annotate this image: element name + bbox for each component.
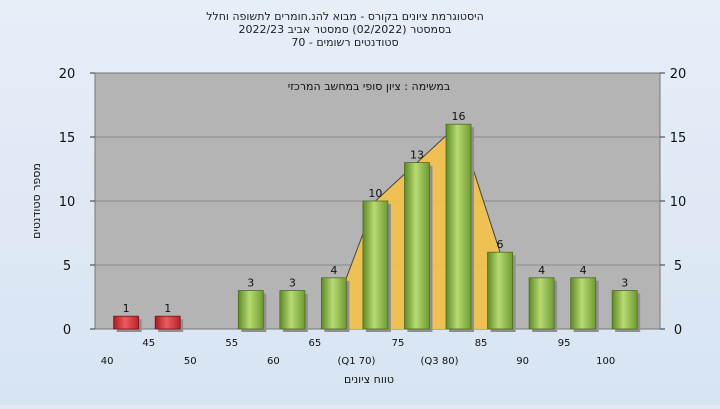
x-tick-label: 75 bbox=[392, 338, 405, 349]
bar bbox=[279, 290, 306, 330]
bar-value-label: 10 bbox=[368, 187, 382, 200]
bar bbox=[487, 251, 513, 330]
y-axis-label: מספר סטודנטים bbox=[30, 163, 43, 239]
x-tick-label: 60 bbox=[267, 356, 280, 367]
bar-value-label: 3 bbox=[247, 277, 254, 290]
x-tick-label: 95 bbox=[558, 338, 571, 349]
x-tick-label: 85 bbox=[475, 338, 488, 349]
y-axis-left: 0 5 10 15 20 bbox=[59, 67, 95, 338]
bar-value-label: 1 bbox=[164, 302, 171, 315]
chart-title-line-2: בסמסטר (02/2022) סמסטר אביב 2022/23 bbox=[238, 23, 451, 36]
y-tick-label-right: 0 bbox=[674, 323, 682, 338]
bar bbox=[113, 315, 140, 330]
x-axis-label: טווח ציונים bbox=[344, 373, 394, 386]
bar-value-label: 6 bbox=[497, 238, 504, 251]
y-tick-label-left: 0 bbox=[63, 323, 71, 338]
y-tick-label-left: 5 bbox=[63, 259, 71, 274]
y-tick-label-right: 20 bbox=[670, 67, 687, 82]
bar bbox=[320, 277, 347, 330]
bar bbox=[570, 277, 597, 330]
bar-value-label: 13 bbox=[410, 149, 424, 162]
x-tick-label: (Q3 80) bbox=[421, 356, 459, 367]
y-axis-right: 0 5 10 15 20 bbox=[660, 67, 686, 338]
bar-value-label: 4 bbox=[330, 264, 337, 277]
x-tick-label: 100 bbox=[596, 356, 615, 367]
bar bbox=[154, 315, 181, 330]
chart-subtitle: במשימה : ציון סופי במחשב המרכזי bbox=[288, 80, 451, 93]
bar-value-label: 16 bbox=[452, 110, 466, 123]
bar bbox=[404, 162, 430, 330]
bar-value-label: 4 bbox=[538, 264, 545, 277]
x-tick-label: 45 bbox=[142, 338, 155, 349]
bar bbox=[362, 200, 389, 330]
bar bbox=[611, 290, 638, 330]
x-tick-label: 65 bbox=[309, 338, 322, 349]
y-tick-label-right: 5 bbox=[674, 259, 682, 274]
chart-title-line-3: סטודנטים רשומים - 70 bbox=[291, 36, 398, 49]
bars bbox=[113, 123, 641, 332]
x-tick-label: 40 bbox=[101, 356, 114, 367]
bar-value-label: 3 bbox=[621, 277, 628, 290]
chart-titles: היסטוגרמת ציונים בקורס - מבוא להנ.חומרים… bbox=[206, 10, 484, 49]
chart-title-line-1: היסטוגרמת ציונים בקורס - מבוא להנ.חומרים… bbox=[206, 10, 484, 23]
bar-value-label: 4 bbox=[580, 264, 587, 277]
bar-value-label: 3 bbox=[289, 277, 296, 290]
y-tick-label-left: 15 bbox=[59, 131, 76, 146]
x-tick-label: 55 bbox=[225, 338, 238, 349]
x-tick-label: 90 bbox=[516, 356, 529, 367]
y-tick-label-left: 10 bbox=[59, 195, 76, 210]
bar bbox=[528, 277, 555, 330]
bar-value-label: 1 bbox=[123, 302, 130, 315]
x-tick-label: (Q1 70) bbox=[337, 356, 375, 367]
x-axis: 40 45 50 55 60 65 (Q1 70) 75 (Q3 80) 85 90 95 100 bbox=[101, 338, 615, 367]
bar bbox=[445, 123, 472, 330]
y-tick-label-right: 15 bbox=[670, 131, 687, 146]
x-tick-label: 50 bbox=[184, 356, 197, 367]
y-tick-label-left: 20 bbox=[59, 67, 76, 82]
bar bbox=[237, 290, 264, 330]
y-tick-label-right: 10 bbox=[670, 195, 687, 210]
